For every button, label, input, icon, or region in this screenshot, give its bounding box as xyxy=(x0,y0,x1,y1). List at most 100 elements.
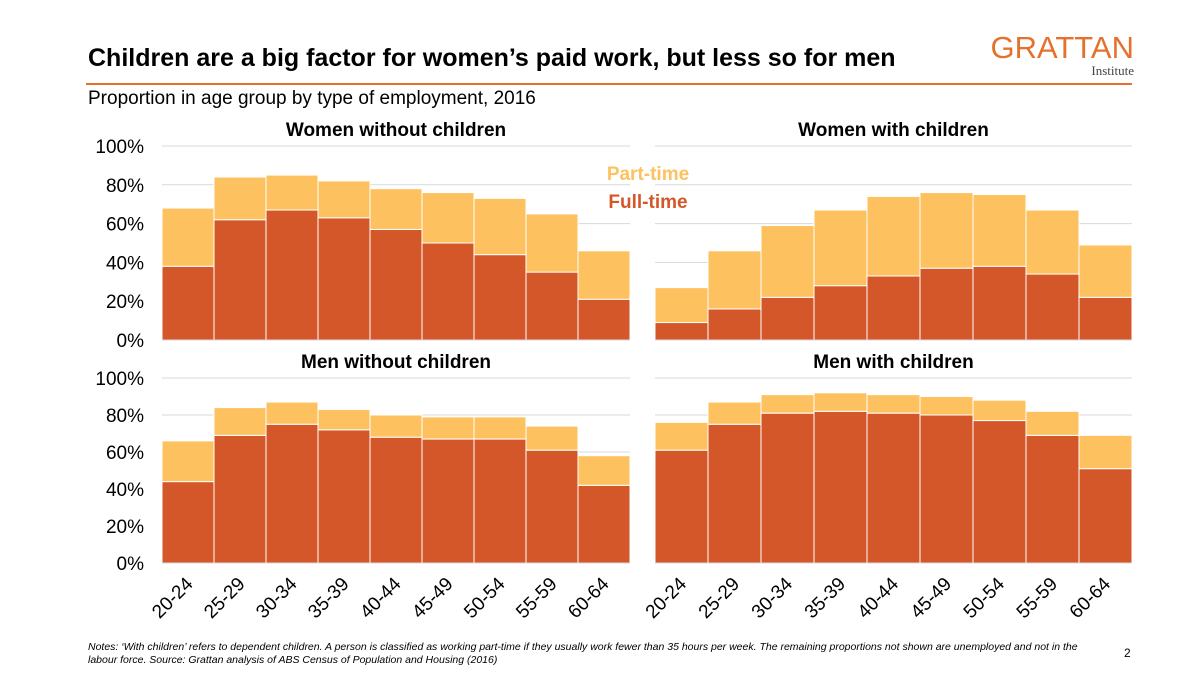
y-tick-label: 100% xyxy=(95,137,144,158)
bar-part-time xyxy=(654,421,709,451)
bar-full-time xyxy=(760,412,815,564)
bar-part-time xyxy=(369,414,423,438)
x-tick-label: 45-49 xyxy=(408,574,457,623)
y-tick-label: 20% xyxy=(106,517,144,538)
bar-full-time xyxy=(317,217,371,341)
x-tick-label: 50-54 xyxy=(460,573,510,623)
bar-full-time xyxy=(421,438,475,564)
grattan-logo: GRATTAN Institute xyxy=(984,30,1134,80)
bar-full-time xyxy=(161,481,215,564)
y-tick-label: 100% xyxy=(95,369,144,390)
bar-part-time xyxy=(1078,244,1133,298)
chart-subtitle: Proportion in age group by type of emplo… xyxy=(88,88,536,109)
bar-full-time xyxy=(317,429,371,564)
bar-full-time xyxy=(707,308,762,341)
x-tick-label: 60-64 xyxy=(1066,573,1116,623)
bar-full-time xyxy=(972,420,1027,564)
bar-part-time xyxy=(972,194,1027,267)
panel-title: Women with children xyxy=(798,120,989,141)
bar-part-time xyxy=(317,180,371,219)
bar-part-time xyxy=(577,250,631,300)
bar-full-time xyxy=(654,449,709,564)
bar-part-time xyxy=(317,408,371,431)
bar-part-time xyxy=(760,225,815,298)
bar-full-time xyxy=(473,438,527,564)
bar-full-time xyxy=(654,322,709,341)
bar-full-time xyxy=(1078,468,1133,564)
bar-full-time xyxy=(265,209,319,341)
bar-part-time xyxy=(213,407,267,436)
x-tick-label: 35-39 xyxy=(304,574,353,623)
bar-full-time xyxy=(525,271,579,341)
bar-part-time xyxy=(813,392,868,412)
bar-part-time xyxy=(265,174,319,211)
x-tick-label: 25-29 xyxy=(200,574,249,623)
bar-full-time xyxy=(919,414,974,564)
bar-part-time xyxy=(265,401,319,425)
bar-full-time xyxy=(813,285,868,341)
bar-part-time xyxy=(213,176,267,221)
bar-part-time xyxy=(1025,410,1080,436)
x-tick-label: 40-44 xyxy=(356,573,406,623)
x-tick-label: 60-64 xyxy=(564,573,614,623)
bar-part-time xyxy=(866,195,921,277)
bar-part-time xyxy=(1025,209,1080,275)
y-tick-label: 80% xyxy=(106,406,144,427)
title-rule xyxy=(86,83,1132,85)
x-tick-label: 55-59 xyxy=(512,574,561,623)
y-tick-label: 20% xyxy=(106,292,144,313)
bar-part-time xyxy=(161,440,215,483)
x-tick-label: 55-59 xyxy=(1013,574,1062,623)
x-tick-label: 25-29 xyxy=(695,574,744,623)
bar-part-time xyxy=(161,207,215,267)
bar-part-time xyxy=(369,188,423,230)
logo-wordmark: GRATTAN xyxy=(990,30,1134,65)
bar-full-time xyxy=(577,298,631,341)
x-tick-label: 35-39 xyxy=(801,574,850,623)
footnote: Notes: ‘With children’ refers to depende… xyxy=(88,641,1078,666)
bar-full-time xyxy=(525,449,579,564)
bar-part-time xyxy=(813,209,868,287)
legend-full-time: Full-time xyxy=(608,192,687,213)
bar-full-time xyxy=(866,412,921,564)
bar-full-time xyxy=(213,434,267,564)
bar-full-time xyxy=(161,265,215,341)
bar-part-time xyxy=(421,416,475,440)
bar-full-time xyxy=(1025,273,1080,341)
bar-full-time xyxy=(577,484,631,564)
bar-part-time xyxy=(866,394,921,414)
bar-full-time xyxy=(1078,296,1133,341)
y-tick-label: 80% xyxy=(106,176,144,197)
bar-full-time xyxy=(369,228,423,341)
y-tick-label: 60% xyxy=(106,443,144,464)
bar-full-time xyxy=(1025,434,1080,564)
panel-title: Men with children xyxy=(813,352,973,373)
bar-full-time xyxy=(421,242,475,341)
bar-part-time xyxy=(919,396,974,416)
bar-full-time xyxy=(813,410,868,564)
bar-full-time xyxy=(972,265,1027,341)
x-tick-label: 40-44 xyxy=(854,573,904,623)
bar-part-time xyxy=(919,192,974,269)
chart-title: Children are a big factor for women’s pa… xyxy=(88,44,896,72)
y-tick-label: 0% xyxy=(117,331,145,352)
bar-full-time xyxy=(760,296,815,341)
x-tick-label: 45-49 xyxy=(907,574,956,623)
bar-part-time xyxy=(473,197,527,256)
bar-full-time xyxy=(919,267,974,341)
page-number: 2 xyxy=(1124,646,1131,660)
bar-part-time xyxy=(473,416,527,440)
bar-full-time xyxy=(265,423,319,564)
bar-part-time xyxy=(1078,434,1133,470)
bar-part-time xyxy=(707,401,762,425)
panel-title: Women without children xyxy=(286,120,506,141)
y-tick-label: 40% xyxy=(106,253,144,274)
x-tick-label: 30-34 xyxy=(748,573,798,623)
panel-title: Men without children xyxy=(301,352,491,373)
bar-full-time xyxy=(213,219,267,341)
bar-part-time xyxy=(654,287,709,324)
bar-full-time xyxy=(707,423,762,564)
bar-full-time xyxy=(473,254,527,341)
bar-part-time xyxy=(707,250,762,310)
bar-full-time xyxy=(866,275,921,341)
